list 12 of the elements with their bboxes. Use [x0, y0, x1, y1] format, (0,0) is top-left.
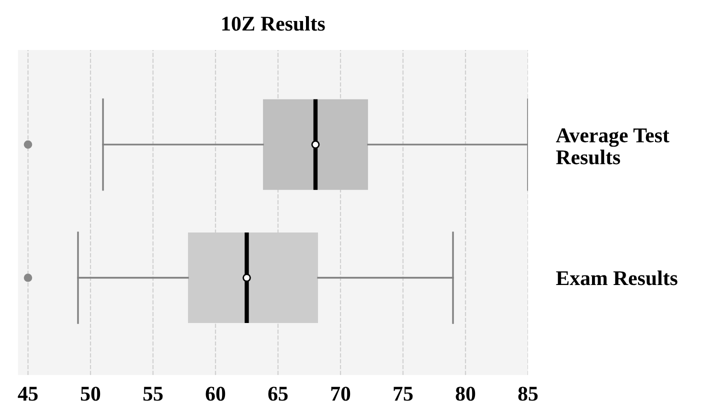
y-tick-label: Average Test Results — [556, 128, 670, 164]
y-tick-label: Exam Results — [556, 270, 678, 286]
x-tick-label: 50 — [80, 386, 100, 401]
x-tick-label: 80 — [456, 386, 476, 401]
x-tick-label: 45 — [18, 386, 38, 401]
x-tick-label: 85 — [518, 386, 538, 401]
x-tick-label: 65 — [268, 386, 288, 401]
x-tick-label: 70 — [331, 386, 350, 401]
x-tick-label: 55 — [143, 386, 163, 401]
chart-title: 10Z Results — [222, 16, 325, 31]
x-tick-label: 60 — [206, 386, 226, 401]
x-tick-label: 75 — [394, 386, 413, 401]
